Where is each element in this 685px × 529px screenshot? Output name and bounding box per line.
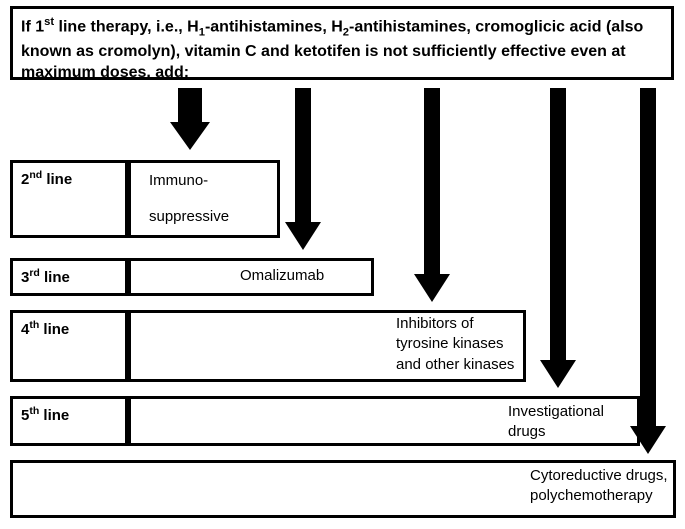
row3-content-text: Omalizumab <box>240 266 324 286</box>
diagram-canvas: If 1st line therapy, i.e., H1-antihistam… <box>0 0 685 529</box>
arrow-5-icon <box>630 88 666 454</box>
row4-label: 4th line <box>13 313 77 344</box>
header-box: If 1st line therapy, i.e., H1-antihistam… <box>10 6 674 80</box>
arrow-4-icon <box>540 88 576 388</box>
arrow-2-icon <box>285 88 321 250</box>
row2-content-text2: suppressive <box>149 207 229 227</box>
row2-content-text: Immuno- <box>149 171 208 191</box>
row6-content-text: Cytoreductive drugs, polychemotherapy <box>530 466 680 507</box>
row4-label-box: 4th line <box>10 310 128 382</box>
row5-label-box: 5th line <box>10 396 128 446</box>
row5-content-text: Investigational drugs <box>508 402 628 443</box>
row2-label-box: 2nd line <box>10 160 128 238</box>
row2-content-box: Immuno- suppressive <box>128 160 280 238</box>
row3-label-box: 3rd line <box>10 258 128 296</box>
arrow-3-icon <box>414 88 450 302</box>
row2-label: 2nd line <box>13 163 80 194</box>
row5-label: 5th line <box>13 399 77 430</box>
arrow-1-icon <box>170 88 210 150</box>
row3-label: 3rd line <box>13 261 78 292</box>
header-text: If 1st line therapy, i.e., H1-antihistam… <box>13 9 671 90</box>
row4-content-text: Inhibitors of tyrosine kinases and other… <box>396 314 526 375</box>
